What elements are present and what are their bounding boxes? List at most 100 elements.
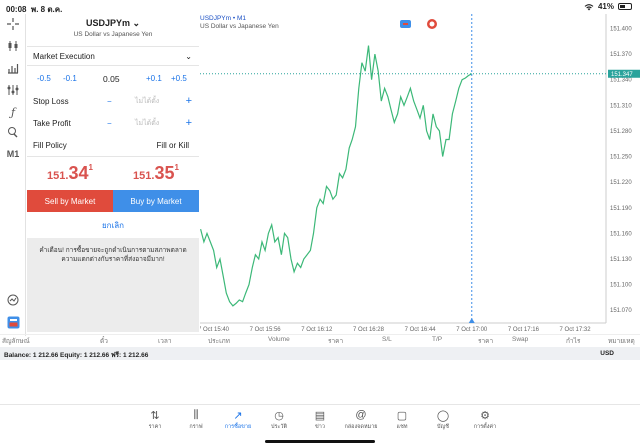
volume-plus-05[interactable]: +0.5 xyxy=(171,74,187,83)
stop-loss-input[interactable]: ไม่ได้ตั้ง xyxy=(135,97,160,105)
execution-type-select[interactable]: Market Execution ⌄ xyxy=(27,46,199,66)
chart-type-icon[interactable] xyxy=(5,38,21,54)
x-tick-label: 7 Oct 16:12 xyxy=(301,327,333,333)
function-icon[interactable]: ƒ xyxy=(10,105,16,119)
y-tick-label: 151.310 xyxy=(610,103,632,109)
chart-toolbar-icons xyxy=(400,19,437,29)
stop-loss-plus-button[interactable]: + xyxy=(185,95,192,107)
x-tick-label: 7 Oct 17:00 xyxy=(456,327,488,333)
execution-type-label: Market Execution xyxy=(33,51,95,61)
take-profit-row: Take Profit − ไม่ได้ตั้ง + xyxy=(27,112,199,134)
column-header[interactable]: เวลา xyxy=(158,338,172,345)
sell-button[interactable]: Sell by Market xyxy=(27,190,113,212)
order-panel: USDJPYm ⌄ US Dollar vs Japanese Yen Mark… xyxy=(27,14,199,334)
tab-item[interactable]: ▢ แชท xyxy=(382,409,422,431)
symbol-description: US Dollar vs Japanese Yen xyxy=(73,31,153,38)
price-line xyxy=(200,45,473,307)
chevron-down-icon: ⌄ xyxy=(185,51,192,61)
settings-sliders-icon[interactable] xyxy=(5,82,21,98)
tab-item[interactable]: ⚙ การตั้งค่า xyxy=(465,409,505,431)
indicators-icon[interactable] xyxy=(5,60,21,76)
cancel-button[interactable]: ยกเลิก xyxy=(101,220,124,230)
one-click-trading-icon[interactable] xyxy=(5,314,21,330)
volume-row: -0.5 -0.1 0.05 +0.1 +0.5 xyxy=(27,66,199,90)
battery-percent: 41% xyxy=(597,2,614,11)
y-tick-label: 151.070 xyxy=(610,308,632,314)
volume-minus-05[interactable]: -0.5 xyxy=(37,74,51,83)
x-tick-label: 7 Oct 17:32 xyxy=(560,327,592,333)
column-header[interactable]: ราคา xyxy=(478,338,494,345)
settings-icon: ⚙ xyxy=(480,410,490,422)
status-date: พ. 8 ต.ค. xyxy=(30,5,63,14)
crosshair-icon[interactable] xyxy=(5,16,21,32)
fill-policy-row[interactable]: Fill Policy Fill or Kill xyxy=(27,134,199,156)
buy-button[interactable]: Buy by Market xyxy=(113,190,199,212)
status-bar: 00:08 พ. 8 ต.ค. 41% xyxy=(0,0,640,14)
tab-item[interactable]: ◷ ประวัติ xyxy=(259,409,299,431)
tab-item[interactable]: ⇅ ราคา xyxy=(135,409,175,431)
symbol-header[interactable]: USDJPYm ⌄ US Dollar vs Japanese Yen xyxy=(27,14,199,42)
y-tick-label: 151.100 xyxy=(610,283,632,289)
tab-item[interactable]: ↗ การซื้อขาย xyxy=(218,409,258,431)
chat-icon: ▢ xyxy=(396,410,408,422)
current-time-marker xyxy=(468,318,475,323)
y-tick-label: 151.190 xyxy=(610,206,632,212)
stop-loss-row: Stop Loss − ไม่ได้ตั้ง + xyxy=(27,90,199,112)
volume-minus-01[interactable]: -0.1 xyxy=(63,74,77,83)
volume-plus-01[interactable]: +0.1 xyxy=(146,74,162,83)
tab-label: กล่องจดหมาย xyxy=(344,424,378,430)
column-header[interactable]: หมายเหตุ xyxy=(608,338,635,345)
quotes-row: 151.341 151.351 xyxy=(27,156,199,190)
take-profit-minus-button[interactable]: − xyxy=(107,118,112,128)
column-header[interactable]: T/P xyxy=(432,336,443,343)
tab-item[interactable]: ◯ บัญชี xyxy=(423,409,463,431)
x-tick-label: 7 Oct 16:28 xyxy=(353,327,385,333)
volume-value[interactable]: 0.05 xyxy=(103,74,120,84)
y-tick-label: 151.280 xyxy=(610,129,632,135)
column-header[interactable]: Swap xyxy=(512,336,529,343)
price-chart[interactable]: USDJPYm • M1 US Dollar vs Japanese Yen 1… xyxy=(200,14,640,336)
warning-text: คำเตือน! การซื้อขายจะถูกดำเนินการตามสภาพ… xyxy=(27,238,199,332)
trade-buttons: Sell by Market Buy by Market xyxy=(27,190,199,212)
ask-price: 151.351 xyxy=(133,163,179,183)
wifi-icon xyxy=(584,3,594,10)
x-tick-label: 7 Oct 16:44 xyxy=(405,327,437,333)
battery-fill xyxy=(620,5,625,8)
column-header[interactable]: Volume xyxy=(268,336,290,343)
stop-loss-label: Stop Loss xyxy=(33,96,69,106)
trade-icon: ↗ xyxy=(233,410,243,422)
column-header[interactable]: สัญลักษณ์ xyxy=(2,338,30,345)
timeframe-button[interactable]: M1 xyxy=(6,149,20,159)
balance-currency: USD xyxy=(600,350,614,357)
y-tick-label: 151.250 xyxy=(610,155,632,161)
column-header[interactable]: ตั๋ว xyxy=(100,338,108,345)
objects-icon[interactable] xyxy=(5,124,21,140)
bottom-tab-bar: ⇅ ราคา ⫼ กราฟ ↗ การซื้อขาย ◷ ประวัติ ▤ ข่าว @ กล่อง… xyxy=(0,404,640,447)
current-price-badge xyxy=(608,69,640,78)
symbol-name: USDJPYm xyxy=(85,18,130,28)
status-time: 00:08 xyxy=(6,5,27,14)
column-header[interactable]: S/L xyxy=(382,336,392,343)
chart-canvas[interactable]: 151.400 151.370 151.340 151.310 151.280 151.2… xyxy=(200,14,640,336)
left-toolbar: ƒ M1 xyxy=(0,14,26,336)
take-profit-label: Take Profit xyxy=(33,118,71,128)
tab-item[interactable]: ▤ ข่าว xyxy=(300,409,340,431)
take-profit-input[interactable]: ไม่ได้ตั้ง xyxy=(135,119,160,127)
tab-label: ข่าว xyxy=(315,424,325,430)
tab-item[interactable]: @ กล่องจดหมาย xyxy=(341,409,381,431)
column-header[interactable]: ราคา xyxy=(328,338,344,345)
tab-item[interactable]: ⫼ กราฟ xyxy=(176,409,216,431)
fill-policy-label: Fill Policy xyxy=(33,140,67,150)
column-header[interactable]: ประเภท xyxy=(208,338,230,345)
column-header[interactable]: กำไร xyxy=(566,338,581,345)
tab-label: ประวัติ xyxy=(270,424,288,430)
account-icon: ◯ xyxy=(436,410,450,422)
trade-mode-icon[interactable] xyxy=(5,292,21,308)
y-tick-label: 151.400 xyxy=(610,27,632,33)
take-profit-plus-button[interactable]: + xyxy=(185,117,192,129)
home-indicator xyxy=(265,440,375,443)
history-icon: ◷ xyxy=(274,410,284,422)
stop-loss-minus-button[interactable]: − xyxy=(107,96,112,106)
y-tick-label: 151.220 xyxy=(610,180,632,186)
current-price-label: 151.347 xyxy=(611,72,633,78)
